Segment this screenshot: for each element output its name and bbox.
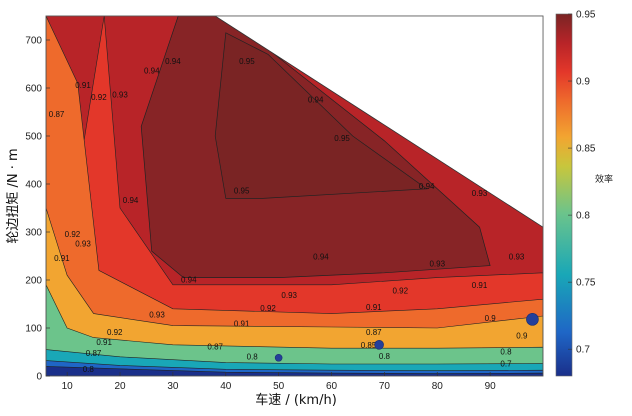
x-axis-title: 车速 / (km/h): [255, 392, 337, 408]
contour-label: 0.92: [65, 230, 81, 239]
contour-label: 0.94: [165, 57, 181, 66]
contour-label: 0.93: [281, 291, 297, 300]
x-tick-label: 60: [326, 381, 338, 392]
contour-label: 0.8: [83, 365, 95, 374]
operating-point: [526, 313, 539, 326]
contour-label: 0.9: [485, 314, 497, 323]
band-0.95: [214, 32, 428, 199]
x-axis-ticks: 10 20 30 40 50 60 70 80 90: [62, 372, 497, 392]
contour-label: 0.95: [234, 187, 250, 196]
plot-frame: [45, 15, 544, 377]
contour-label: 0.93: [75, 239, 91, 248]
y-tick-label: 700: [25, 36, 42, 47]
contour-label: 0.93: [472, 189, 488, 198]
colorbar: [555, 13, 573, 377]
x-tick-label: 70: [379, 381, 391, 392]
contour-label: 0.93: [112, 91, 128, 100]
y-tick-label: 500: [25, 132, 42, 143]
contour-label: 0.92: [91, 93, 107, 102]
contour-label: 0.92: [392, 286, 408, 295]
contour-label: 0.94: [123, 196, 139, 205]
contour-label: 0.87: [366, 328, 382, 337]
contour-label: 0.94: [181, 275, 197, 284]
contour-label: 0.94: [144, 67, 160, 76]
y-axis-ticks: 0 100 200 300 400 500 600 700: [25, 36, 50, 383]
contour-label: 0.91: [234, 320, 250, 329]
colorbar-tick-label: 0.9: [576, 77, 590, 88]
contour-label: 0.91: [366, 303, 382, 312]
efficiency-bands: [46, 16, 543, 376]
watermark: ✆ EDC电驱未来: [496, 385, 575, 398]
contour-label: 0.87: [86, 349, 102, 358]
colorbar-tick-label: 0.85: [576, 144, 596, 155]
y-tick-label: 300: [25, 228, 42, 239]
contour-label: 0.92: [107, 328, 123, 337]
y-tick-label: 100: [25, 324, 42, 335]
watermark-label: EDC电驱未来: [508, 385, 575, 398]
colorbar-tick-label: 0.8: [576, 211, 590, 222]
contour-label: 0.8: [247, 353, 259, 362]
contour-label: 0.85: [361, 341, 377, 350]
contour-label: 0.91: [96, 338, 112, 347]
contour-label: 0.94: [313, 252, 329, 261]
x-tick-label: 90: [485, 381, 497, 392]
operating-point: [374, 339, 384, 350]
wechat-icon: ✆: [496, 385, 505, 398]
contour-label: 0.93: [509, 252, 525, 261]
contour-label: 0.8: [379, 352, 391, 361]
operating-point: [274, 353, 283, 362]
contour-label: 0.91: [472, 281, 488, 290]
contour-label: 0.95: [239, 57, 255, 66]
y-tick-label: 0: [36, 372, 42, 383]
contour-label: 0.93: [429, 260, 445, 269]
contour-label: 0.7: [500, 359, 512, 368]
contour-label: 0.93: [149, 310, 165, 319]
x-tick-label: 50: [273, 381, 285, 392]
contour-label: 0.95: [334, 134, 350, 143]
contour-label: 0.8: [500, 347, 512, 356]
operating-points: [274, 313, 539, 362]
max-torque-line: [214, 16, 543, 228]
colorbar-ticks: 0.7 0.75 0.8 0.85 0.9 0.95: [568, 10, 596, 356]
contour-labels: 0.94 0.95 0.94 0.95 0.95 0.94 0.93 0.94 0.94 0.94…: [49, 57, 528, 374]
contour-label: 0.87: [49, 110, 65, 119]
colorbar-title: 效率: [595, 173, 613, 185]
x-tick-label: 40: [220, 381, 232, 392]
colorbar-tick-label: 0.75: [576, 278, 596, 289]
contour-label: 0.94: [419, 182, 435, 191]
x-tick-label: 20: [114, 381, 126, 392]
y-tick-label: 400: [25, 180, 42, 191]
colorbar-tick-label: 0.95: [576, 10, 596, 21]
x-tick-label: 10: [62, 381, 74, 392]
contour-label: 0.94: [308, 95, 324, 104]
band-0.87: [46, 207, 543, 376]
band-0.91: [46, 16, 543, 376]
contour-label: 0.9: [516, 332, 528, 341]
y-tick-label: 600: [25, 84, 42, 95]
contour-label: 0.92: [260, 304, 276, 313]
y-axis-title: 轮边扭矩 /N · m: [6, 148, 21, 243]
contour-label: 0.91: [54, 254, 70, 263]
y-tick-label: 200: [25, 276, 42, 287]
contour-label: 0.91: [75, 81, 91, 90]
colorbar-tick-label: 0.7: [576, 345, 590, 356]
contour-label: 0.87: [207, 343, 223, 352]
x-tick-label: 80: [432, 381, 444, 392]
band-0.85: [46, 284, 543, 376]
x-tick-label: 30: [167, 381, 179, 392]
